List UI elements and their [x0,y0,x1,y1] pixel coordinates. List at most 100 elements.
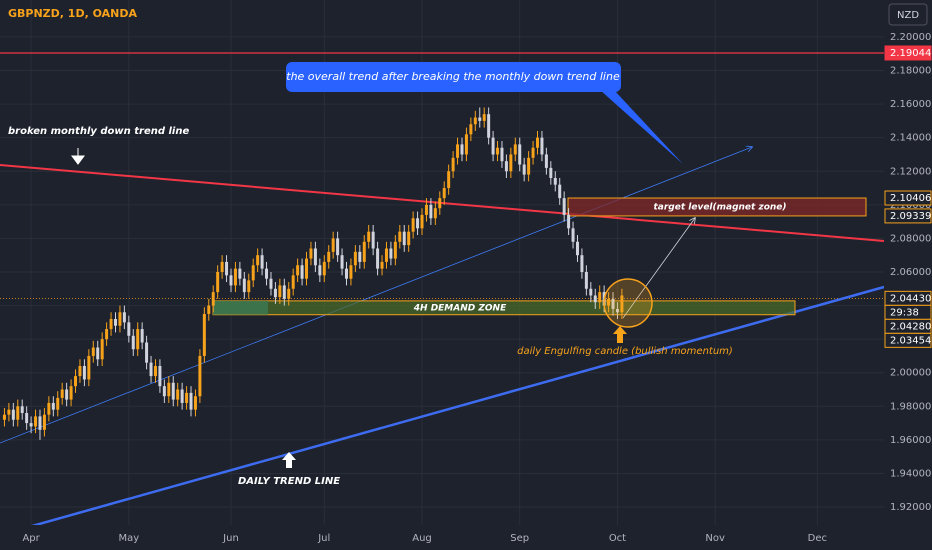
candle-body [598,292,602,303]
candle-body [371,231,375,249]
broken-arrow [71,148,85,165]
candle-body [118,312,122,326]
candle-body [313,248,317,266]
candle-body [607,298,611,306]
candle-body [358,251,362,262]
x-tick-label: May [118,533,139,544]
candle-body [296,265,300,276]
candle-body [65,389,69,400]
candle-body [185,392,189,403]
x-tick-label: Oct [609,533,626,544]
x-tick-label: Aug [412,533,432,544]
candle-body [469,124,473,135]
candle-body [456,144,460,158]
target-zone [567,197,867,217]
candle-body [367,231,371,242]
price-label: 2.10406 [890,193,931,204]
candle-body [380,261,384,269]
currency-button[interactable] [888,3,928,26]
candle-body [220,261,224,272]
time-axis [0,525,884,550]
candle-body [171,382,175,400]
candle-body [265,268,269,279]
candle-body [482,114,486,121]
callout-box [286,62,621,92]
candle-body [105,329,109,340]
candle-body [211,292,215,306]
candle-body [340,255,344,269]
candle-body [82,366,86,380]
candle-body [78,366,82,377]
candle-body [122,312,126,323]
candle-body [162,386,166,397]
candle-body [416,218,420,229]
price-label: 2.04430 [890,293,931,304]
candle-body [256,255,260,266]
price-label-box [884,45,932,61]
candle-body [473,117,477,125]
candle-body [202,313,206,356]
candle-body [513,144,517,155]
engulfing-circle [603,278,653,328]
trend-line-thin [0,147,752,444]
candle-body [131,335,135,350]
candle-body [575,241,579,256]
candle-body [522,164,526,175]
candle-body [7,409,11,415]
candle-body [109,318,113,330]
candle-body [287,288,291,299]
candle-body [580,255,584,272]
candle-body [496,147,500,155]
y-tick-label: 1.94000 [890,468,931,479]
candle-body [34,416,38,427]
callout-text: the overall trend after breaking the mon… [286,70,620,83]
candle-body [376,248,380,269]
y-tick-label: 1.92000 [890,502,931,513]
candle-body [349,265,353,279]
candle-body [558,184,562,199]
x-tick-label: Sep [510,533,529,544]
candle-body [158,366,162,387]
target-zone-label: target level(magnet zone) [653,202,786,212]
candle-body [136,329,140,350]
candle-body [180,389,184,403]
candle-body [25,413,29,424]
candle-body [531,147,535,158]
candle-body [167,382,171,397]
candle-body [402,231,406,246]
candle-body [69,386,73,400]
candle-body [42,414,46,430]
candle-body [96,347,100,360]
candle-body [305,258,309,279]
candle-body [447,171,451,189]
candle-body [309,248,313,259]
y-tick-label: 2.18000 [890,66,931,77]
candle-body [438,198,442,209]
target-arrow [622,218,695,319]
candle-body [344,268,348,279]
currency-label[interactable]: NZD [897,10,919,21]
price-label-box [884,208,932,224]
candle-body [527,157,531,175]
candle-body [460,144,464,155]
candle-body [389,248,393,259]
candle-body [442,188,446,199]
candle-body [544,154,548,168]
candle-body [153,366,157,377]
candle-body [242,278,246,293]
candle-body [589,288,593,296]
candle-body [51,402,55,410]
candle-body [207,305,211,314]
candle-body [247,280,251,293]
demand-zone-label: 4H DEMAND ZONE [413,303,507,313]
candle-body [500,147,504,162]
candle-body [2,414,6,420]
candle-body [464,134,468,155]
candle-body [193,396,197,410]
candle-body [509,154,513,172]
candle-body [145,342,149,363]
candle-body [384,248,388,262]
candle-body [238,268,242,279]
x-tick-label: Apr [22,533,40,544]
